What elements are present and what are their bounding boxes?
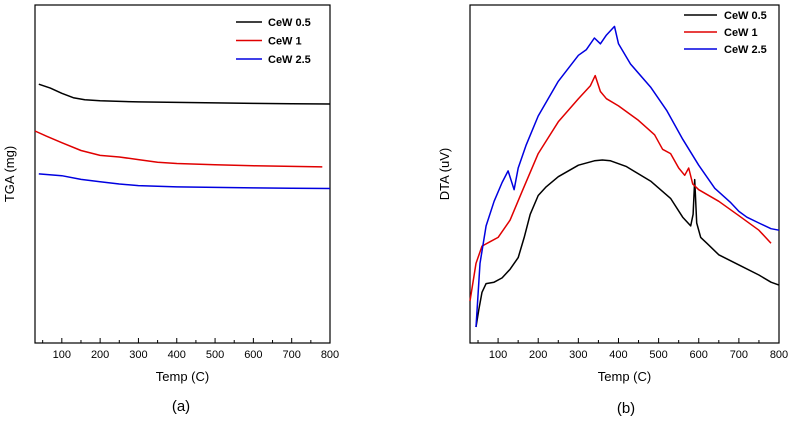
panel-caption: (a) <box>172 398 190 415</box>
x-tick-label: 300 <box>569 349 587 361</box>
y-axis-label: TGA (mg) <box>2 146 17 202</box>
y-axis-label: DTA (uV) <box>437 148 452 201</box>
panel-caption: (b) <box>617 400 635 417</box>
x-axis-label: Temp (C) <box>598 369 651 384</box>
x-tick-label: 500 <box>649 349 667 361</box>
x-tick-label: 600 <box>690 349 708 361</box>
legend-label: CeW 1 <box>268 36 302 48</box>
x-tick-label: 200 <box>529 349 547 361</box>
legend-label: CeW 2.5 <box>724 44 767 56</box>
legend-label: CeW 0.5 <box>724 10 767 22</box>
panel-a <box>34 4 331 344</box>
x-tick-label: 200 <box>91 349 109 361</box>
plot-frame <box>469 4 780 344</box>
series-line-cew-0-5 <box>38 83 331 105</box>
x-tick-label: 700 <box>283 349 301 361</box>
series-line-cew-2-5 <box>475 25 780 328</box>
panel-b <box>469 4 780 344</box>
series-line-cew-0-5 <box>475 159 780 328</box>
x-tick-label: 700 <box>730 349 748 361</box>
legend-label: CeW 0.5 <box>268 17 311 29</box>
x-tick-label: 600 <box>244 349 262 361</box>
plot-frame <box>34 4 331 344</box>
x-axis-label: Temp (C) <box>156 369 209 384</box>
x-tick-label: 300 <box>129 349 147 361</box>
x-tick-label: 100 <box>489 349 507 361</box>
series-line-cew-2-5 <box>38 173 331 190</box>
x-tick-label: 100 <box>53 349 71 361</box>
x-tick-label: 800 <box>321 349 339 361</box>
x-tick-label: 400 <box>609 349 627 361</box>
x-tick-label: 400 <box>168 349 186 361</box>
x-tick-label: 500 <box>206 349 224 361</box>
legend-label: CeW 2.5 <box>268 54 311 66</box>
series-line-cew-1 <box>469 74 772 302</box>
x-tick-label: 800 <box>770 349 788 361</box>
legend-label: CeW 1 <box>724 27 758 39</box>
series-line-cew-1 <box>34 130 323 168</box>
